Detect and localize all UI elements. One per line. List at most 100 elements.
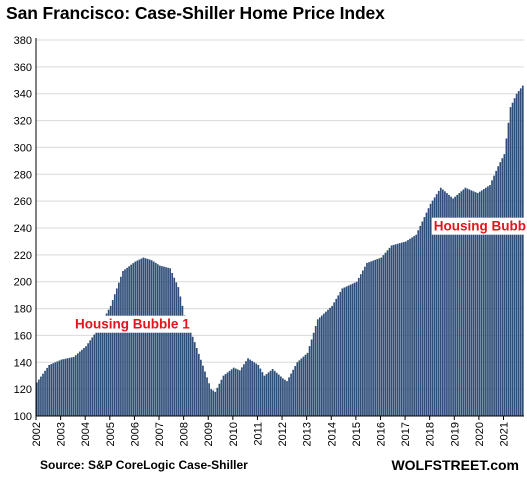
bar xyxy=(152,261,155,416)
bar xyxy=(107,309,110,416)
bar xyxy=(273,370,276,416)
bar xyxy=(282,378,284,416)
brand-mark: WOLFSTREET.com xyxy=(391,457,519,473)
annotation-bg xyxy=(431,217,527,235)
bar xyxy=(374,259,377,416)
bar xyxy=(386,250,389,416)
bar xyxy=(241,367,243,416)
y-tick-labels: 100 120 140 160 180 200 220 240 260 280 300 320 340 3… xyxy=(14,35,32,423)
bar xyxy=(259,368,262,416)
bar xyxy=(40,376,42,416)
bar xyxy=(249,359,251,416)
bar xyxy=(146,258,149,416)
bar xyxy=(103,317,106,416)
bar xyxy=(113,294,116,416)
bar xyxy=(36,382,38,416)
bar xyxy=(46,367,48,416)
y-tick-label: 280 xyxy=(14,169,32,181)
bar xyxy=(48,364,50,416)
bar xyxy=(407,240,409,416)
bar xyxy=(245,361,247,416)
bar xyxy=(300,358,303,416)
bar xyxy=(206,377,208,416)
bar xyxy=(118,282,120,416)
bar xyxy=(435,194,438,416)
bar xyxy=(72,356,75,416)
bar xyxy=(382,255,385,416)
y-tick-label: 340 xyxy=(14,89,32,101)
bar xyxy=(165,267,167,416)
bar xyxy=(368,262,370,416)
bar xyxy=(269,370,272,416)
bar xyxy=(144,258,147,416)
bar xyxy=(81,349,83,416)
bar xyxy=(357,277,360,416)
bar xyxy=(302,356,305,416)
bar xyxy=(394,244,397,416)
bar xyxy=(105,313,108,416)
bar xyxy=(384,252,387,416)
bar xyxy=(349,284,352,416)
bar xyxy=(452,198,454,416)
bar xyxy=(97,328,100,416)
bar xyxy=(142,257,145,416)
bar xyxy=(52,363,55,416)
bar xyxy=(398,243,401,416)
bar xyxy=(212,390,215,416)
bar xyxy=(409,238,411,416)
bar xyxy=(124,269,126,416)
bar xyxy=(366,262,368,416)
bar xyxy=(304,354,307,416)
bar xyxy=(85,346,87,416)
y-tick-label: 320 xyxy=(14,116,32,128)
bar xyxy=(148,259,151,416)
bar xyxy=(480,190,483,416)
bar xyxy=(185,320,188,416)
bar xyxy=(292,369,294,416)
bar xyxy=(128,266,130,416)
bar xyxy=(314,326,317,416)
bar xyxy=(267,372,270,416)
bar xyxy=(66,358,69,416)
bar xyxy=(468,189,471,416)
bar xyxy=(261,372,264,416)
bar xyxy=(380,257,383,416)
y-tick-label: 180 xyxy=(14,304,32,316)
bar xyxy=(489,185,491,416)
bar xyxy=(370,261,372,416)
bar xyxy=(417,230,420,416)
bar xyxy=(238,370,241,416)
bar xyxy=(318,317,321,416)
x-tick-label: 2011 xyxy=(252,422,264,446)
bar xyxy=(134,261,137,416)
bar xyxy=(454,196,456,416)
x-tick-label: 2007 xyxy=(154,422,166,446)
bar xyxy=(450,196,452,416)
x-tick-label: 2004 xyxy=(80,422,92,446)
bar xyxy=(154,262,157,416)
bar xyxy=(359,274,362,416)
bar xyxy=(355,281,358,416)
bar xyxy=(517,91,520,416)
x-tick-label: 2018 xyxy=(425,422,437,446)
bar xyxy=(415,234,418,416)
bar xyxy=(509,107,512,416)
bar xyxy=(343,287,346,416)
bar xyxy=(62,359,65,416)
bar xyxy=(335,298,338,416)
x-tick-label: 2002 xyxy=(31,422,43,446)
bar xyxy=(290,373,292,416)
bar xyxy=(54,362,57,416)
bar xyxy=(329,307,331,416)
x-tick-label: 2005 xyxy=(105,422,117,446)
bar xyxy=(95,331,98,416)
bar xyxy=(222,375,225,416)
y-tick-label: 100 xyxy=(14,411,32,423)
bar xyxy=(345,286,348,416)
chart-title: San Francisco: Case-Shiller Home Price I… xyxy=(6,3,385,23)
bar xyxy=(197,353,200,416)
bar xyxy=(521,85,524,416)
bar xyxy=(331,305,333,416)
bar xyxy=(431,200,434,416)
bar xyxy=(466,188,469,416)
